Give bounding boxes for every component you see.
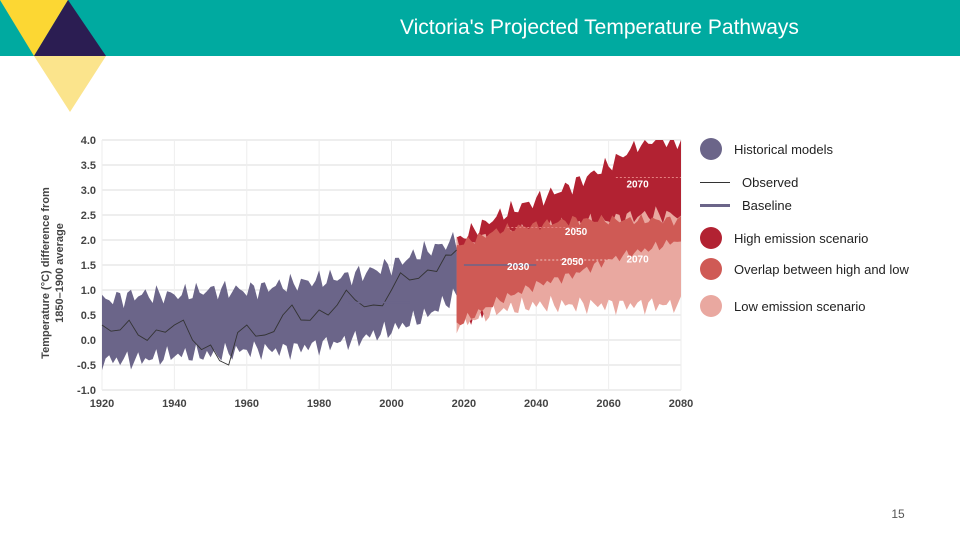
legend-item-high: High emission scenario [700, 227, 868, 249]
x-tick-label: 2000 [379, 398, 403, 410]
band-historical-models [102, 231, 457, 371]
y-tick-label: 2.0 [81, 235, 96, 247]
x-tick-label: 2040 [524, 398, 548, 410]
observed-line [101, 249, 457, 366]
year-annotation: 2050 [561, 257, 584, 268]
x-tick-label: 1960 [235, 398, 259, 410]
page-number: 15 [891, 507, 905, 521]
year-annotation: 2070 [626, 180, 649, 191]
legend-label-baseline: Baseline [742, 198, 792, 213]
band-overlap [456, 214, 681, 326]
area-bands [102, 140, 681, 371]
y-tick-label: 4.0 [81, 135, 96, 147]
legend-item-baseline: Baseline [700, 198, 792, 213]
y-axis-label-line1: Temperature (°C) difference from [40, 187, 52, 359]
legend-label-observed: Observed [742, 175, 799, 190]
deco-light-yellow-triangle [34, 56, 106, 112]
y-tick-label: 1.5 [81, 260, 96, 272]
legend-swatch-high [700, 227, 722, 249]
year-annotation: 2030 [507, 262, 530, 273]
y-tick-label: 3.5 [81, 160, 96, 172]
legend-label-historical: Historical models [734, 141, 833, 157]
y-axis-label-line2: 1850–1900 average [54, 223, 66, 323]
y-tick-label: 0.5 [81, 310, 96, 322]
legend-item-overlap: Overlap between high and low [700, 258, 909, 280]
y-tick-label: 3.0 [81, 185, 96, 197]
x-tick-label: 2060 [596, 398, 620, 410]
x-tick-label: 2080 [669, 398, 693, 410]
deco-yellow-triangle [0, 0, 68, 56]
legend-swatch-overlap [700, 258, 722, 280]
year-annotation: 2070 [626, 255, 649, 266]
legend-label-low: Low emission scenario [734, 298, 866, 314]
legend-swatch-observed [700, 182, 730, 183]
page-title: Victoria's Projected Temperature Pathway… [400, 16, 799, 39]
year-annotation: 2050 [565, 227, 588, 238]
x-tick-label: 1920 [90, 398, 114, 410]
y-tick-label: 1.0 [81, 285, 96, 297]
y-tick-label: -1.0 [77, 385, 96, 397]
x-tick-label: 1980 [307, 398, 331, 410]
legend-swatch-historical [700, 138, 722, 160]
legend: Historical models Observed Baseline High… [700, 135, 950, 325]
legend-label-overlap: Overlap between high and low [734, 261, 909, 277]
x-tick-label: 1940 [162, 398, 186, 410]
legend-item-observed: Observed [700, 175, 798, 190]
legend-swatch-baseline [700, 204, 730, 207]
legend-item-historical: Historical models [700, 138, 833, 160]
legend-item-low: Low emission scenario [700, 295, 866, 317]
header-bar [0, 0, 960, 56]
legend-label-high: High emission scenario [734, 230, 869, 246]
x-tick-label: 2020 [452, 398, 476, 410]
y-tick-label: -0.5 [77, 360, 96, 372]
line-marks [101, 177, 681, 366]
legend-swatch-low [700, 295, 722, 317]
deco-navy-triangle [34, 0, 106, 56]
y-tick-label: 2.5 [81, 210, 96, 222]
decorative-triangles [0, 0, 106, 112]
y-tick-label: 0.0 [81, 335, 96, 347]
year-annotations: 2030 2050 2050 2070 2070 [507, 180, 649, 274]
